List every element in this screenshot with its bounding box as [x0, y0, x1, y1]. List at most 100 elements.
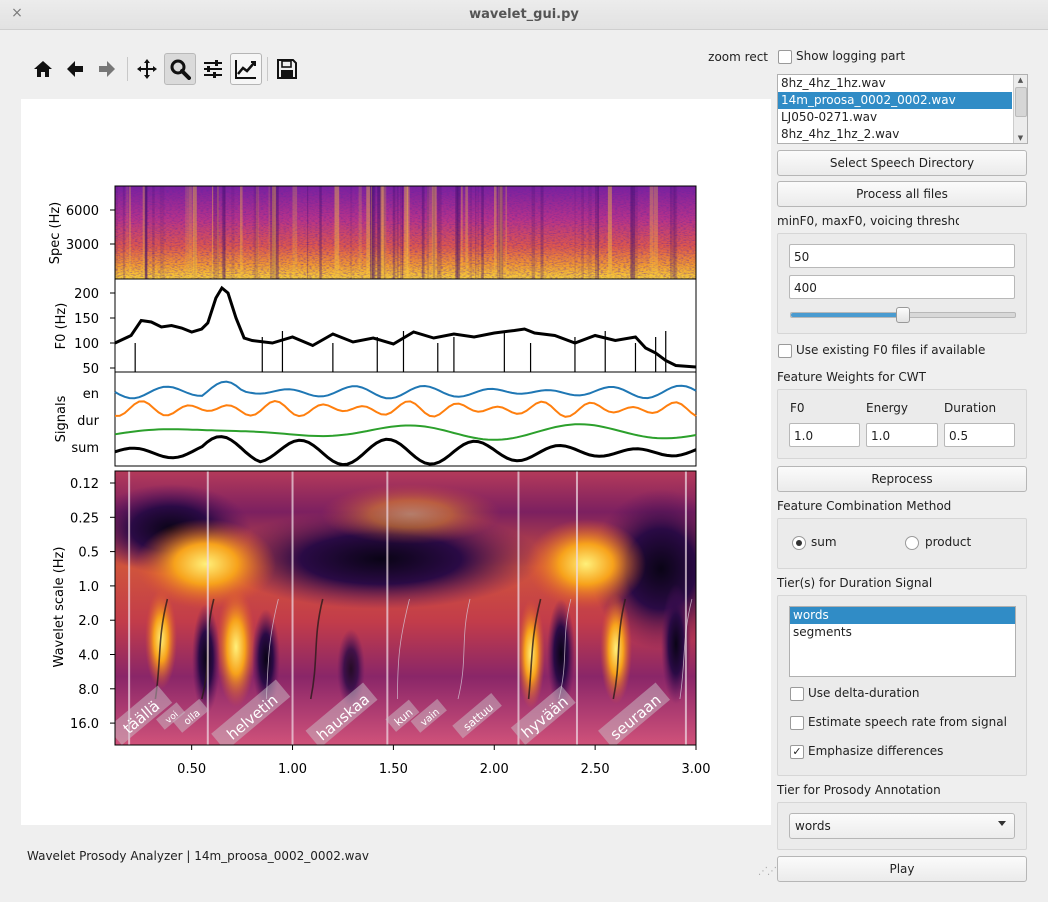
spectrogram-stripe [437, 186, 439, 279]
use-delta-duration-label: Use delta-duration [808, 686, 920, 700]
spectrogram-stripe [426, 186, 430, 279]
status-bar-text: Wavelet Prosody Analyzer | 14m_proosa_00… [27, 849, 369, 863]
weight-energy-label: Energy [866, 401, 909, 415]
spectrogram-stripe [461, 186, 463, 279]
customize-button[interactable] [230, 53, 262, 85]
spectrogram-stripe [185, 186, 188, 279]
spec-ytick-6000: 6000 [66, 204, 99, 219]
signals-ytick-dur: dur [77, 414, 99, 429]
spectrogram-stripe [334, 186, 340, 279]
spectrogram-stripe [144, 186, 148, 279]
spectrogram-stripe [192, 186, 197, 279]
figure-canvas[interactable]: 6000 3000 Spec (Hz) 200 150 100 50 F0 (Hz) … [21, 99, 771, 825]
wavelet-ytick-label: 16.0 [70, 717, 99, 732]
toolbar-separator [267, 57, 268, 81]
spectrogram-stripe [574, 186, 576, 279]
scroll-thumb[interactable] [1015, 87, 1027, 117]
spectrogram-stripe [240, 186, 243, 279]
sum-radio[interactable] [792, 536, 806, 550]
max-f0-field[interactable]: 400 [789, 275, 1015, 299]
spectrogram-stripe [221, 186, 226, 279]
subplots-button[interactable] [197, 53, 229, 85]
spectrogram-stripe [438, 186, 442, 279]
file-list-item[interactable]: 8hz_4hz_1hz.wav [781, 76, 886, 90]
file-list-item[interactable]: 14m_proosa_0002_0002.wav [778, 92, 1012, 109]
spectrogram-stripe [630, 186, 636, 279]
word-label-box [410, 698, 447, 733]
select-speech-directory-button[interactable]: Select Speech Directory [777, 150, 1027, 176]
spectrogram-stripe [358, 186, 362, 279]
voicing-threshold-slider[interactable] [790, 307, 1016, 323]
voicing-slider-handle[interactable] [896, 307, 910, 323]
word-label-box [156, 702, 186, 730]
spectrogram-stripe [427, 186, 432, 279]
file-list-scrollbar[interactable]: ▲ ▼ [1013, 75, 1027, 143]
spectrogram-stripe [319, 186, 322, 279]
spectrogram-stripe [142, 186, 146, 279]
estimate-speech-rate-checkbox[interactable] [790, 716, 804, 730]
forward-button[interactable] [91, 53, 123, 85]
spectrogram-stripe [457, 186, 461, 279]
word-label-box [510, 685, 576, 745]
f0-contour-line [114, 285, 697, 369]
spectrogram-stripe [431, 186, 437, 279]
sliders-icon [204, 60, 222, 78]
word-label-box [385, 699, 420, 732]
show-logging-checkbox[interactable] [778, 50, 792, 64]
spectrogram-stripe [406, 186, 410, 279]
weight-energy-field[interactable]: 1.0 [866, 423, 938, 447]
wavelet-axes [114, 470, 697, 746]
wavelet-ytick-label: 8.0 [78, 683, 99, 698]
spectrogram-stripe [432, 186, 436, 279]
spectrogram-stripe [653, 186, 658, 279]
pan-button[interactable] [131, 53, 163, 85]
process-all-files-button[interactable]: Process all files [777, 181, 1027, 207]
use-delta-duration-checkbox[interactable] [790, 687, 804, 701]
spectrogram-stripe [369, 186, 375, 279]
window-title: wavelet_gui.py [469, 7, 579, 22]
spectrogram-stripe [402, 186, 404, 279]
spectrogram-stripe [531, 186, 536, 279]
weight-duration-field[interactable]: 0.5 [944, 423, 1015, 447]
back-button[interactable] [59, 53, 91, 85]
spectrogram-stripe [212, 186, 215, 279]
wavelet-ytick-label: 4.0 [78, 649, 99, 664]
toolbar-separator [127, 57, 128, 81]
close-icon[interactable]: × [11, 5, 23, 21]
home-button[interactable] [27, 53, 59, 85]
file-list-item[interactable]: LJ050-0271.wav [781, 110, 878, 124]
spectrogram-stripe [673, 186, 678, 279]
file-list[interactable]: 8hz_4hz_1hz.wav 14m_proosa_0002_0002.wav L… [777, 74, 1028, 144]
wavelet-ytick-label: 0.5 [78, 546, 99, 561]
prosody-tier-select[interactable]: words [789, 813, 1015, 839]
use-existing-f0-checkbox[interactable] [778, 344, 792, 358]
spectrogram-stripe [366, 186, 370, 279]
weight-f0-field[interactable]: 1.0 [789, 423, 860, 447]
scroll-up-icon[interactable]: ▲ [1017, 76, 1024, 84]
spectrogram-stripe [122, 186, 125, 279]
wavelet-ridge-line [679, 598, 693, 700]
feature-weights-group: F0 Energy Duration 1.0 1.0 0.5 [777, 389, 1027, 459]
duration-tier-list[interactable]: words segments [789, 606, 1016, 677]
min-f0-field[interactable]: 50 [789, 244, 1015, 268]
x-tick-label: 1.00 [278, 762, 307, 777]
chevron-down-icon [998, 821, 1006, 826]
product-radio[interactable] [905, 536, 919, 550]
zoom-button[interactable] [164, 53, 196, 85]
spec-ylabel: Spec (Hz) [48, 202, 63, 265]
resize-grip[interactable]: ⋰⋰ [758, 866, 777, 877]
sum-radio-label: sum [811, 535, 837, 549]
reprocess-button[interactable]: Reprocess [777, 466, 1027, 492]
duration-tier-item[interactable]: words [790, 607, 1015, 624]
emphasize-differences-checkbox[interactable]: ✓ [790, 745, 804, 759]
play-button[interactable]: Play [777, 856, 1027, 882]
file-list-item[interactable]: 8hz_4hz_1hz_2.wav [781, 127, 900, 141]
scroll-down-icon[interactable]: ▼ [1017, 134, 1024, 142]
save-button[interactable] [271, 53, 303, 85]
f0-params-label: minF0, maxF0, voicing thresholc [777, 214, 959, 228]
emphasize-differences-label: Emphasize differences [808, 744, 944, 758]
spectrogram-stripe [253, 186, 259, 279]
x-tick-label: 3.00 [682, 762, 711, 777]
duration-tier-item[interactable]: segments [793, 625, 852, 639]
